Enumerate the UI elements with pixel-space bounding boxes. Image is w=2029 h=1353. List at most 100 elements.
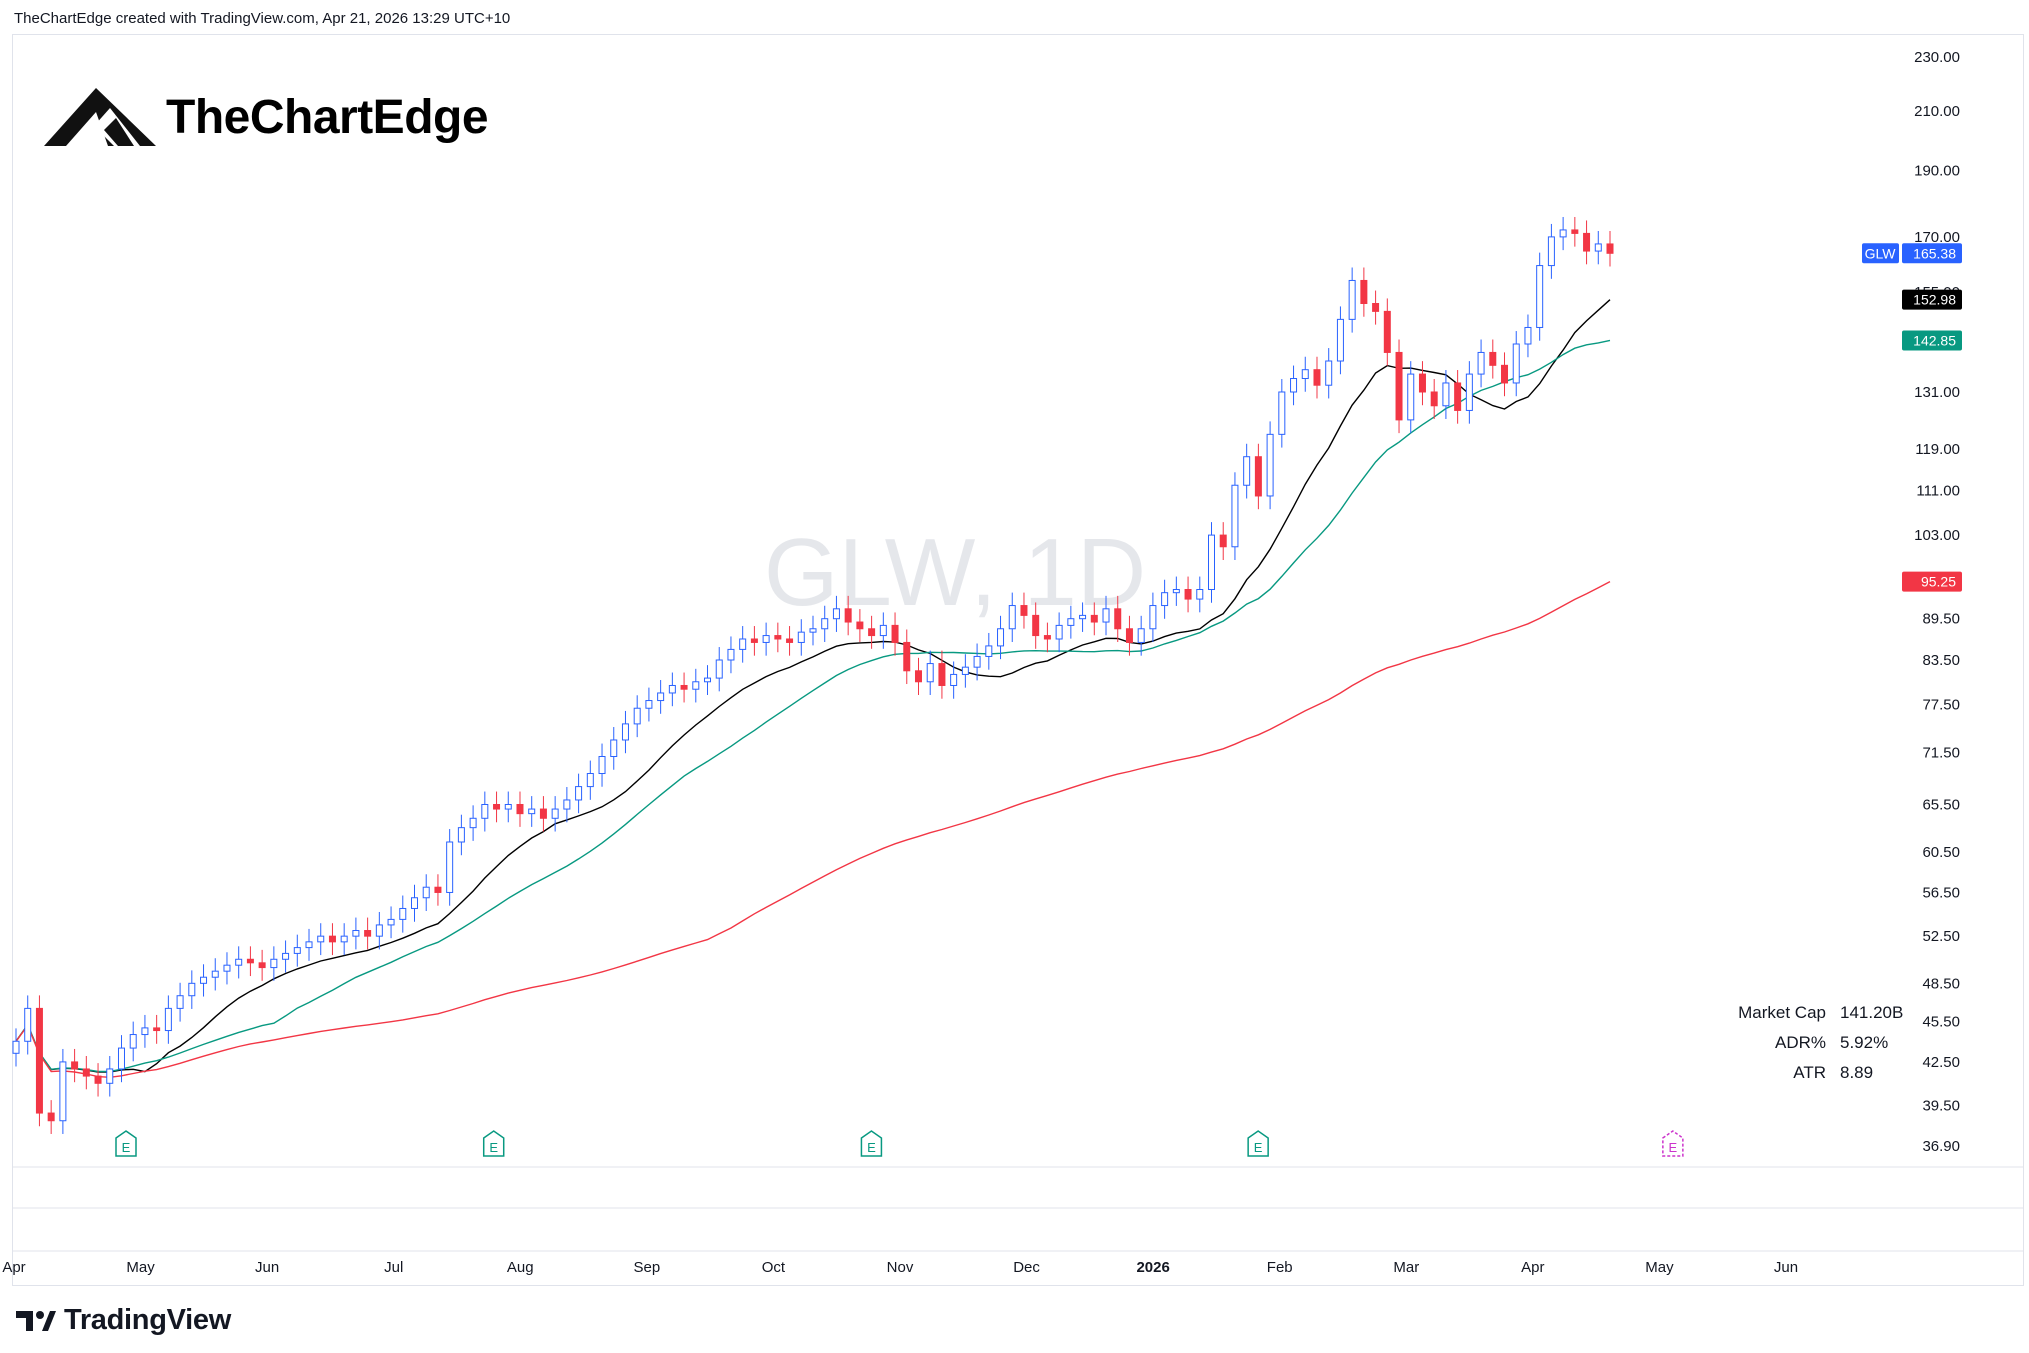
candle-body[interactable] bbox=[586, 773, 594, 788]
candle-body[interactable] bbox=[1489, 351, 1497, 366]
candle-body[interactable] bbox=[797, 631, 805, 643]
candle-body[interactable] bbox=[317, 935, 325, 943]
candle-body[interactable] bbox=[1524, 326, 1532, 345]
candle-body[interactable] bbox=[1266, 433, 1274, 497]
candle-body[interactable] bbox=[1512, 343, 1520, 384]
candle-body[interactable] bbox=[762, 635, 770, 643]
candle-body[interactable] bbox=[1325, 360, 1333, 386]
candle-body[interactable] bbox=[844, 608, 852, 623]
candle-body[interactable] bbox=[668, 684, 676, 694]
candle-body[interactable] bbox=[352, 930, 360, 937]
candle-body[interactable] bbox=[657, 692, 665, 702]
candle-body[interactable] bbox=[434, 886, 442, 893]
candle-body[interactable] bbox=[879, 624, 887, 637]
candle-body[interactable] bbox=[1208, 534, 1215, 591]
candle-body[interactable] bbox=[610, 739, 618, 758]
candle-body[interactable] bbox=[1184, 589, 1192, 600]
candle-body[interactable] bbox=[24, 1007, 32, 1042]
candle-body[interactable] bbox=[715, 659, 723, 679]
candle-body[interactable] bbox=[633, 707, 641, 725]
candle-body[interactable] bbox=[774, 635, 782, 640]
candle-body[interactable] bbox=[903, 641, 911, 672]
candle-body[interactable] bbox=[422, 886, 430, 899]
candle-body[interactable] bbox=[1383, 310, 1391, 353]
candle-body[interactable] bbox=[305, 941, 313, 949]
candle-body[interactable] bbox=[563, 799, 571, 810]
candle-body[interactable] bbox=[856, 621, 864, 630]
candle-body[interactable] bbox=[153, 1027, 161, 1032]
candle-body[interactable] bbox=[1079, 614, 1087, 620]
candle-body[interactable] bbox=[528, 808, 536, 815]
candle-body[interactable] bbox=[1102, 608, 1110, 623]
candle-body[interactable] bbox=[188, 982, 196, 997]
candle-body[interactable] bbox=[1465, 373, 1473, 411]
candle-body[interactable] bbox=[94, 1075, 102, 1084]
time-axis[interactable]: Apr May Jun Jul Aug Sep Oct Nov Dec 2026 Feb Mar Apr… bbox=[2, 1259, 1798, 1276]
candle-body[interactable] bbox=[973, 655, 981, 668]
candle-body[interactable] bbox=[832, 608, 840, 620]
candle-body[interactable] bbox=[493, 803, 501, 810]
candle-body[interactable] bbox=[950, 673, 958, 686]
candle-body[interactable] bbox=[1313, 369, 1321, 386]
candle-body[interactable] bbox=[1055, 624, 1063, 640]
candle-body[interactable] bbox=[282, 952, 290, 960]
candle-body[interactable] bbox=[1454, 382, 1462, 411]
candle-body[interactable] bbox=[1301, 369, 1309, 380]
candle-body[interactable] bbox=[446, 841, 454, 893]
candles[interactable] bbox=[12, 216, 1614, 1134]
candle-body[interactable] bbox=[1032, 614, 1040, 637]
candle-body[interactable] bbox=[457, 827, 465, 843]
candle-body[interactable] bbox=[598, 756, 606, 775]
candle-body[interactable] bbox=[621, 723, 629, 741]
candle-body[interactable] bbox=[1231, 484, 1239, 548]
candle-body[interactable] bbox=[387, 918, 395, 926]
tradingview-logo[interactable]: TradingView bbox=[16, 1304, 231, 1337]
candle-body[interactable] bbox=[106, 1068, 114, 1084]
candle-body[interactable] bbox=[469, 817, 477, 829]
candle-body[interactable] bbox=[270, 958, 278, 969]
candle-body[interactable] bbox=[1583, 232, 1591, 252]
candle-body[interactable] bbox=[727, 648, 735, 661]
candle-body[interactable] bbox=[328, 935, 336, 943]
candle-body[interactable] bbox=[258, 962, 266, 969]
candle-body[interactable] bbox=[71, 1061, 79, 1070]
candle-body[interactable] bbox=[164, 1007, 172, 1032]
candle-body[interactable] bbox=[1477, 351, 1485, 375]
candle-body[interactable] bbox=[868, 628, 876, 637]
candle-body[interactable] bbox=[1067, 618, 1075, 626]
candle-body[interactable] bbox=[516, 803, 524, 815]
candle-body[interactable] bbox=[1501, 364, 1509, 384]
earnings-marker[interactable]: E bbox=[1662, 1130, 1684, 1157]
candle-body[interactable] bbox=[1114, 608, 1122, 630]
candle-body[interactable] bbox=[1360, 279, 1368, 305]
candle-body[interactable] bbox=[961, 666, 969, 675]
candle-body[interactable] bbox=[1606, 243, 1614, 254]
candle-body[interactable] bbox=[223, 964, 231, 972]
candle-body[interactable] bbox=[1043, 635, 1051, 640]
candle-body[interactable] bbox=[926, 663, 934, 683]
candle-body[interactable] bbox=[985, 645, 993, 657]
earnings-marker[interactable]: E bbox=[482, 1130, 505, 1157]
candle-body[interactable] bbox=[375, 924, 383, 937]
candle-body[interactable] bbox=[1372, 303, 1380, 312]
candle-body[interactable] bbox=[1149, 605, 1157, 630]
candle-body[interactable] bbox=[1407, 373, 1415, 421]
earnings-marker[interactable]: E bbox=[1247, 1130, 1269, 1157]
candle-body[interactable] bbox=[481, 803, 489, 819]
candle-body[interactable] bbox=[340, 935, 348, 943]
candle-body[interactable] bbox=[246, 958, 254, 964]
candle-body[interactable] bbox=[1137, 628, 1145, 643]
candle-body[interactable] bbox=[809, 628, 817, 633]
candle-body[interactable] bbox=[1442, 382, 1450, 407]
candle-body[interactable] bbox=[211, 970, 219, 978]
candle-body[interactable] bbox=[1008, 605, 1016, 630]
candle-body[interactable] bbox=[997, 628, 1005, 647]
candle-body[interactable] bbox=[1125, 628, 1133, 643]
candle-body[interactable] bbox=[176, 995, 184, 1009]
candle-body[interactable] bbox=[1547, 236, 1555, 267]
candle-body[interactable] bbox=[1418, 373, 1426, 393]
candle-body[interactable] bbox=[1430, 391, 1438, 407]
candle-body[interactable] bbox=[821, 618, 829, 630]
